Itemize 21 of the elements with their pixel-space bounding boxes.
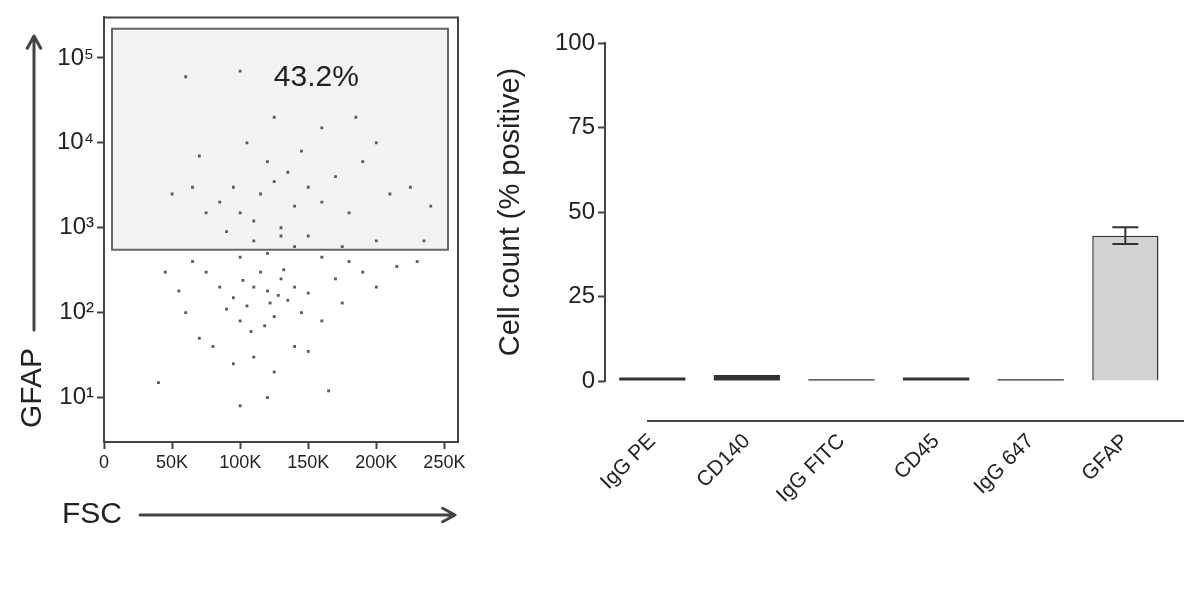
y-tick-label: 10⁵ — [57, 42, 94, 70]
x-tick-label: 100K — [219, 451, 262, 472]
y-tick-label: 100 — [554, 27, 595, 55]
x-axis-title: FSC — [62, 496, 122, 529]
x-tick-label: 200K — [355, 451, 398, 472]
x-tick-label: 250K — [423, 451, 466, 472]
y-tick-label: 50 — [568, 196, 595, 224]
x-tick-label: 50K — [156, 451, 189, 472]
annotation: 43.2% — [273, 58, 359, 92]
y-tick-label: 10³ — [59, 212, 95, 240]
x-tick-label: IgG 647 — [968, 428, 1038, 498]
x-tick-label: 0 — [98, 451, 110, 472]
y-tick-label: 10² — [59, 297, 95, 325]
x-tick-label: 150K — [287, 451, 330, 472]
x-tick-label: IgG PE — [595, 428, 660, 493]
y-tick-label: 75 — [568, 112, 595, 140]
y-tick-label: 0 — [581, 365, 595, 393]
y-axis-title: Cell count (% positive) — [493, 67, 526, 357]
y-tick-label: 10¹ — [59, 382, 95, 410]
y-tick-label: 10⁴ — [56, 127, 94, 155]
y-tick-label: 25 — [568, 281, 595, 309]
